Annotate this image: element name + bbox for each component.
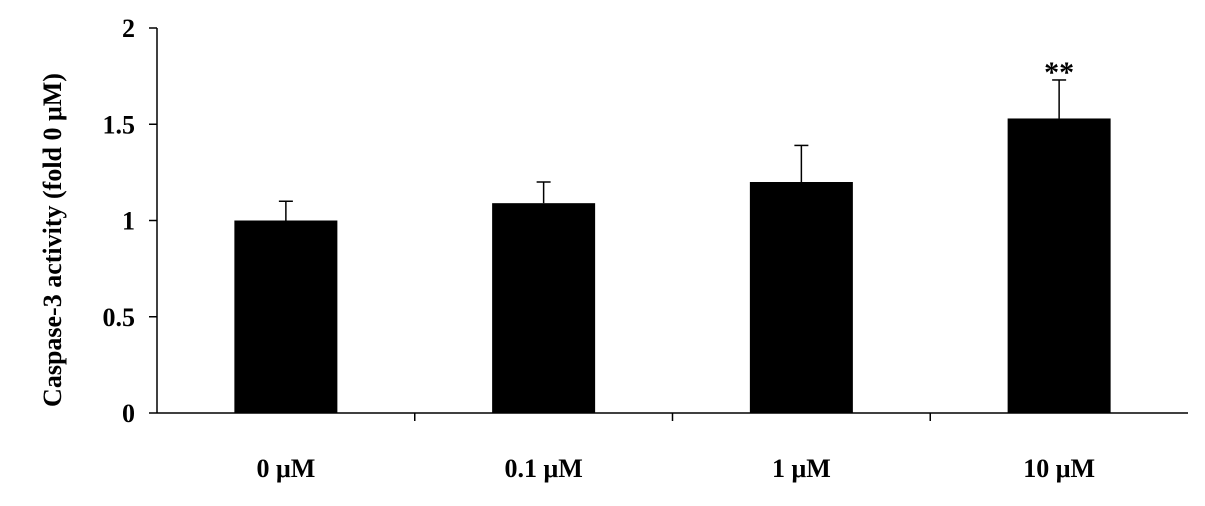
y-axis-title-group: Caspase-3 activity (fold 0 μM) bbox=[38, 73, 67, 407]
y-tick-label: 1.5 bbox=[103, 110, 136, 139]
x-tick-label: 10 μM bbox=[1023, 454, 1095, 483]
bars bbox=[234, 118, 1111, 413]
error-bars bbox=[278, 79, 1067, 221]
y-tick-label: 2 bbox=[122, 14, 135, 43]
bar bbox=[234, 220, 338, 413]
y-tick-label: 0 bbox=[122, 399, 135, 428]
bar bbox=[749, 182, 853, 413]
y-axis-title: Caspase-3 activity (fold 0 μM) bbox=[38, 73, 67, 407]
x-tick-labels: 0 μM 0.1 μM 1 μM 10 μM bbox=[256, 454, 1095, 483]
y-ticks: 0 0.5 1 1.5 2 bbox=[103, 14, 157, 428]
significance-markers: ** bbox=[1044, 56, 1074, 89]
y-tick-label: 0.5 bbox=[103, 303, 136, 332]
x-tick-label: 0 μM bbox=[256, 454, 315, 483]
x-tick-label: 1 μM bbox=[772, 454, 831, 483]
bar bbox=[1007, 118, 1111, 413]
y-tick-label: 1 bbox=[122, 207, 135, 236]
bar bbox=[492, 203, 596, 413]
significance-marker: ** bbox=[1044, 56, 1074, 89]
x-ticks bbox=[414, 413, 931, 421]
x-tick-label: 0.1 μM bbox=[504, 454, 582, 483]
